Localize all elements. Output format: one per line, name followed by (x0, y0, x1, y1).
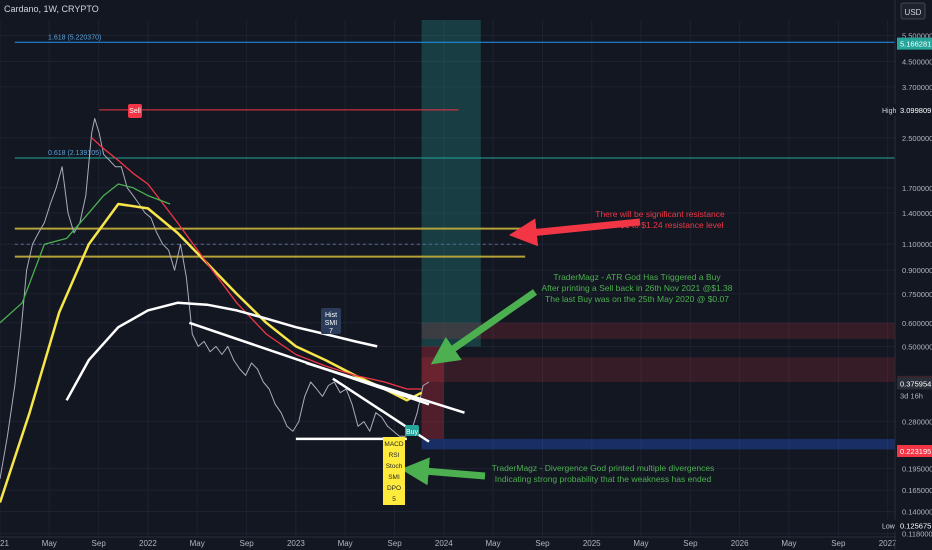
price-tag-bg (878, 103, 897, 116)
x-tick-label: Sep (92, 539, 107, 548)
divergence-box (383, 437, 405, 505)
y-tick-label: 0.600000 (902, 319, 932, 328)
x-tick-label: Sep (239, 539, 254, 548)
series-line-3 (65, 301, 378, 401)
x-tick-label: 2021 (0, 539, 9, 548)
signal-label-text: SMI (325, 320, 338, 327)
series-line-2 (91, 137, 422, 390)
annotation-text: TraderMagz - ATR God Has Triggered a Buy (553, 272, 721, 282)
currency-button[interactable] (900, 2, 926, 20)
price-tag: High (882, 108, 897, 115)
x-tick-label: May (486, 539, 501, 548)
annotation-text: There will be significant resistance (595, 209, 725, 219)
x-tick-label: 2022 (139, 539, 157, 548)
zone-rect (421, 346, 444, 439)
signal-label-text: Buy (406, 429, 419, 436)
y-tick-label: 3.700000 (902, 83, 932, 92)
annotation-arrow (430, 289, 537, 365)
y-tick-label: 2.500000 (902, 134, 932, 143)
currency-label: USD (905, 8, 922, 17)
annotation-arrow (400, 457, 486, 486)
zone-rect (421, 357, 895, 383)
x-tick-label: Sep (831, 539, 846, 548)
x-tick-label: 2027 (879, 539, 897, 548)
annotation-text: TraderMagz - Divergence God printed mult… (492, 463, 715, 473)
series-line-4 (0, 183, 171, 324)
annotation-text: at the $1 to $1.24 resistance level (596, 220, 723, 230)
x-tick-label: May (338, 539, 353, 548)
y-tick-label: 0.140000 (902, 507, 932, 516)
y-tick-label: 0.900000 (902, 266, 932, 275)
divergence-box-text: 5 (392, 496, 396, 503)
signal-label-bg (405, 425, 419, 436)
zone-rect (421, 20, 481, 347)
fib-label: 0.618 (2.139105) (48, 150, 101, 157)
x-tick-label: 2025 (583, 539, 601, 548)
y-tick-label: 1.400000 (902, 209, 932, 218)
signal-label-text: 7 (329, 328, 333, 335)
annotation-text: After printing a Sell back in 26th Nov 2… (541, 283, 732, 293)
x-tick-label: Sep (387, 539, 402, 548)
chart-title: Cardano, 1W, CRYPTO (4, 4, 99, 14)
y-tick-label: 0.750000 (902, 290, 932, 299)
annotation-text: The last Buy was on the 25th May 2020 @ … (545, 294, 729, 304)
price-label-bg (897, 445, 932, 458)
x-tick-label: Sep (535, 539, 550, 548)
price-label: 0.223195 (900, 447, 931, 456)
annotation-text: Indicating strong probability that the w… (495, 474, 712, 484)
price-tag: Low (882, 523, 896, 530)
divergence-box-text: RSI (389, 452, 400, 459)
x-tick-label: 2023 (287, 539, 305, 548)
y-tick-label: 5.500000 (902, 32, 932, 41)
signal-label-bg (128, 104, 142, 118)
series-line-0 (0, 118, 430, 479)
x-tick-label: 2026 (731, 539, 749, 548)
divergence-box-text: DPO (387, 485, 401, 492)
y-tick-label: 0.165000 (902, 486, 932, 495)
x-tick-label: May (781, 539, 796, 548)
grid (0, 20, 895, 537)
price-tag-bg (878, 519, 897, 532)
divergence-box-text: MACD (384, 441, 403, 448)
price-label-bg (897, 103, 932, 116)
zone-rect (421, 322, 895, 339)
annotation-arrow (508, 218, 641, 247)
y-tick-label: 0.195000 (902, 465, 932, 474)
y-tick-label: 0.118000 (902, 530, 932, 539)
x-tick-label: May (633, 539, 648, 548)
highlight-zones (421, 20, 895, 450)
divergence-box-text: SMI (388, 474, 400, 481)
price-label-bg (897, 377, 932, 390)
x-tick-label: May (190, 539, 205, 548)
zone-rect (421, 438, 895, 450)
x-tick-label: Sep (683, 539, 698, 548)
trendline (305, 361, 465, 414)
y-tick-label: 4.500000 (902, 58, 932, 67)
x-tick-label: May (42, 539, 57, 548)
y-tick-label: 1.100000 (902, 240, 932, 249)
divergence-box-text: Stoch (386, 463, 403, 470)
signal-label-bg (321, 308, 341, 334)
price-label: 3.099809 (900, 106, 931, 115)
price-label: 0.375954 (900, 379, 931, 388)
x-tick-label: 2024 (435, 539, 453, 548)
price-label-bg (897, 37, 932, 50)
signal-label-text: Sell (129, 108, 141, 115)
y-tick-label: 0.500000 (902, 342, 932, 351)
fib-label: 1.618 (5.220370) (48, 34, 101, 41)
price-label: 0.125675 (900, 521, 931, 530)
y-tick-label: 1.700000 (902, 184, 932, 193)
signal-label-text: Hist (325, 312, 337, 319)
price-label: 5.166281 (900, 40, 931, 49)
y-tick-label: 0.280000 (902, 418, 932, 427)
horizontal-levels: 1.618 (5.220370) 0.618 (2.139105) (14, 34, 895, 258)
price-label-bg (897, 519, 932, 532)
countdown-label: 3d 16h (900, 391, 923, 400)
